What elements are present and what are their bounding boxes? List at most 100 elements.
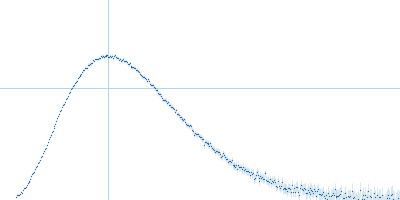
Point (187, 124, 193, 127)
Point (383, 196, 390, 200)
Point (148, 83, 154, 87)
Point (330, 194, 337, 197)
Point (370, 199, 376, 200)
Point (191, 133, 197, 136)
Point (348, 199, 354, 200)
Point (285, 187, 292, 190)
Point (205, 142, 212, 145)
Point (385, 194, 392, 197)
Point (22, 185, 29, 188)
Point (338, 190, 344, 193)
Point (22, 187, 28, 190)
Point (133, 69, 140, 72)
Point (126, 61, 133, 65)
Point (378, 193, 385, 197)
Point (48, 130, 55, 134)
Point (213, 149, 219, 153)
Point (393, 199, 399, 200)
Point (343, 196, 349, 199)
Point (306, 186, 313, 190)
Point (43, 146, 49, 149)
Point (90, 59, 96, 62)
Point (240, 166, 246, 169)
Point (226, 160, 232, 163)
Point (299, 187, 305, 191)
Point (324, 197, 330, 200)
Point (78, 72, 85, 76)
Point (300, 188, 306, 192)
Point (185, 124, 192, 127)
Point (58, 108, 64, 111)
Point (156, 92, 162, 95)
Point (98, 54, 104, 57)
Point (192, 131, 198, 134)
Point (295, 190, 301, 193)
Point (234, 167, 240, 170)
Point (242, 167, 248, 171)
Point (321, 195, 327, 198)
Point (274, 185, 280, 188)
Point (255, 177, 262, 180)
Point (42, 147, 48, 150)
Point (14, 194, 20, 197)
Point (56, 113, 62, 116)
Point (342, 191, 348, 195)
Point (335, 195, 342, 198)
Point (246, 170, 252, 173)
Point (356, 199, 362, 200)
Point (32, 168, 38, 171)
Point (257, 174, 264, 178)
Point (172, 108, 179, 112)
Point (388, 193, 394, 196)
Point (362, 193, 368, 197)
Point (171, 107, 177, 111)
Point (135, 70, 142, 73)
Point (174, 113, 180, 116)
Point (108, 55, 114, 58)
Point (365, 189, 372, 193)
Point (270, 180, 276, 183)
Point (195, 133, 201, 136)
Point (189, 128, 195, 131)
Point (46, 136, 53, 139)
Point (352, 199, 358, 200)
Point (203, 142, 210, 145)
Point (142, 76, 148, 79)
Point (85, 63, 91, 66)
Point (371, 192, 377, 195)
Point (138, 74, 144, 77)
Point (200, 138, 206, 141)
Point (150, 85, 157, 89)
Point (111, 55, 117, 58)
Point (33, 165, 40, 169)
Point (386, 196, 393, 199)
Point (252, 176, 258, 180)
Point (40, 151, 46, 155)
Point (61, 103, 67, 106)
Point (293, 186, 299, 189)
Point (391, 198, 398, 200)
Point (245, 170, 251, 173)
Point (395, 196, 400, 199)
Point (136, 71, 142, 74)
Point (318, 194, 324, 197)
Point (278, 185, 284, 188)
Point (356, 188, 363, 191)
Point (15, 193, 21, 196)
Point (198, 136, 204, 139)
Point (23, 184, 30, 187)
Point (84, 66, 90, 69)
Point (83, 66, 90, 70)
Point (221, 154, 227, 157)
Point (196, 134, 202, 137)
Point (230, 163, 237, 166)
Point (211, 148, 218, 151)
Point (91, 59, 97, 63)
Point (223, 158, 229, 161)
Point (172, 110, 178, 114)
Point (16, 193, 22, 197)
Point (389, 192, 396, 195)
Point (235, 163, 242, 167)
Point (326, 199, 333, 200)
Point (200, 143, 207, 147)
